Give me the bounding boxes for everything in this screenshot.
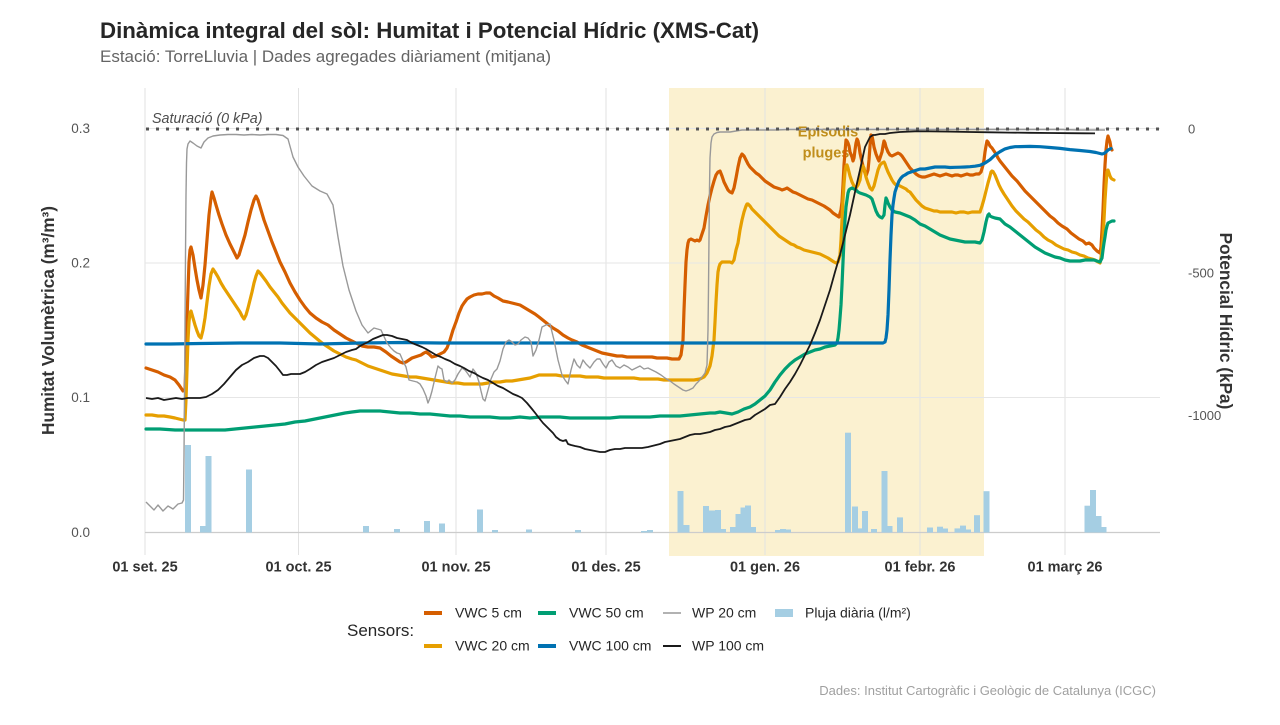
svg-text:01 nov. 25: 01 nov. 25 <box>421 560 490 576</box>
svg-text:-1000: -1000 <box>1188 408 1221 423</box>
svg-text:pluges: pluges <box>803 146 850 162</box>
svg-text:VWC 50 cm: VWC 50 cm <box>569 605 644 621</box>
svg-text:0.2: 0.2 <box>71 256 90 271</box>
svg-text:0.3: 0.3 <box>71 121 90 136</box>
svg-text:VWC 5 cm: VWC 5 cm <box>455 605 522 621</box>
svg-text:-500: -500 <box>1188 266 1214 281</box>
svg-text:Saturació (0 kPa): Saturació (0 kPa) <box>152 111 262 127</box>
svg-text:0.0: 0.0 <box>71 525 90 540</box>
svg-text:01 oct. 25: 01 oct. 25 <box>265 560 331 576</box>
svg-text:WP 100 cm: WP 100 cm <box>692 638 764 654</box>
svg-text:Estació: TorreLluvia | Dades a: Estació: TorreLluvia | Dades agregades d… <box>100 47 551 66</box>
svg-text:VWC 100 cm: VWC 100 cm <box>569 638 651 654</box>
svg-text:Potencial Hídric (kPa): Potencial Hídric (kPa) <box>1216 233 1236 410</box>
svg-text:VWC 20 cm: VWC 20 cm <box>455 638 530 654</box>
svg-text:Humitat Volumètrica (m³/m³): Humitat Volumètrica (m³/m³) <box>38 206 58 435</box>
svg-text:01 març 26: 01 març 26 <box>1028 560 1103 576</box>
svg-text:01 set. 25: 01 set. 25 <box>112 560 177 576</box>
svg-text:01 febr. 26: 01 febr. 26 <box>885 560 956 576</box>
svg-text:01 gen. 26: 01 gen. 26 <box>730 560 800 576</box>
svg-text:Episodis: Episodis <box>798 125 858 141</box>
svg-text:01 des. 25: 01 des. 25 <box>571 560 640 576</box>
svg-text:0: 0 <box>1188 122 1195 137</box>
svg-text:0.1: 0.1 <box>71 390 90 405</box>
svg-text:Dades: Institut Cartogràfic i: Dades: Institut Cartogràfic i Geològic d… <box>819 683 1156 698</box>
svg-text:WP 20 cm: WP 20 cm <box>692 605 756 621</box>
svg-text:Dinàmica integral del sòl: Hum: Dinàmica integral del sòl: Humitat i Pot… <box>100 18 759 43</box>
svg-text:Sensors:: Sensors: <box>347 621 414 640</box>
svg-text:Pluja diària (l/m²): Pluja diària (l/m²) <box>805 605 911 621</box>
